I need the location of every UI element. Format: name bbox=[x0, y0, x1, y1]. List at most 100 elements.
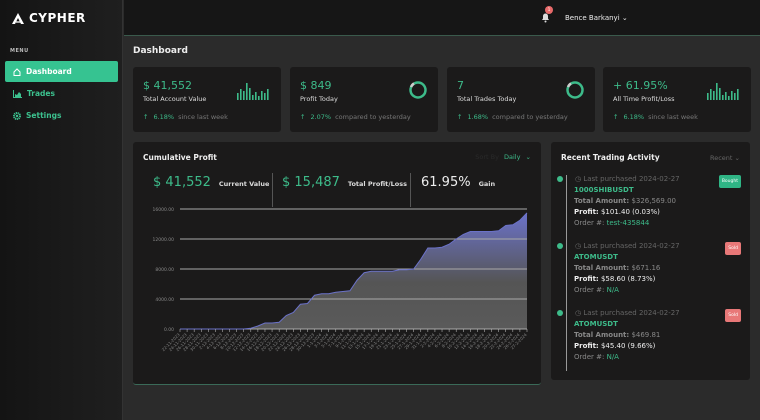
amount-value: $671.16 bbox=[631, 264, 661, 272]
activity-date: Last purchased 2024-02-27 bbox=[583, 242, 680, 250]
order-value: N/A bbox=[606, 353, 619, 361]
current-label: Current Value bbox=[218, 180, 270, 188]
timeline-dot bbox=[557, 310, 563, 316]
arrow-up-icon: ↑ bbox=[457, 113, 463, 121]
sidebar-item-trades[interactable]: Trades bbox=[5, 83, 118, 104]
bought-badge: Bought bbox=[718, 175, 741, 188]
activity-item[interactable]: ◷ Last purchased 2024-02-27 Sold ATOMUSD… bbox=[557, 308, 741, 363]
sold-badge: Sold bbox=[725, 309, 741, 322]
y-tick-label: 12000.00 bbox=[153, 237, 175, 243]
spark-bar bbox=[249, 88, 251, 100]
timeline-dot bbox=[557, 243, 563, 249]
topbar bbox=[124, 0, 760, 36]
amount-value: $469.81 bbox=[631, 331, 661, 339]
cumulative-profit-card: Cumulative Profit Sort By Daily ⌄ $ 41,5… bbox=[133, 142, 541, 385]
divider bbox=[272, 173, 273, 207]
spark-bar bbox=[716, 83, 718, 100]
filter-value: Recent bbox=[710, 154, 733, 162]
spark-bar bbox=[728, 96, 730, 100]
change-suffix: since last week bbox=[648, 113, 698, 121]
sort-label: Sort By bbox=[475, 153, 499, 161]
spark-bar bbox=[258, 96, 260, 100]
user-menu[interactable]: Bence Barkanyi ⌄ bbox=[565, 14, 628, 22]
stat-card: 7 Total Trades Today ↑ 1.68% compared to y… bbox=[447, 67, 595, 132]
activity-symbol: ATOMUSDT bbox=[574, 320, 618, 328]
brand-name: CYPHER bbox=[29, 11, 86, 25]
sidebar-item-dashboard[interactable]: Dashboard bbox=[5, 61, 118, 82]
cumulative-profit-chart: 0.004000.008000.0012000.0016000.0022-11-… bbox=[153, 207, 529, 352]
stat-change: ↑ 6.18% since last week bbox=[143, 113, 228, 121]
spark-bar bbox=[243, 91, 245, 100]
menu-label: MENU bbox=[10, 48, 29, 54]
order-label: Order #: bbox=[574, 286, 605, 294]
recent-activity-card: Recent Trading Activity Recent ⌄ ◷ Last … bbox=[551, 142, 750, 380]
amount-label: Total Amount: bbox=[574, 264, 630, 272]
user-name: Bence Barkanyi bbox=[565, 14, 620, 22]
order-label: Order #: bbox=[574, 219, 605, 227]
card-title: Cumulative Profit bbox=[143, 153, 217, 162]
notification-badge: 1 bbox=[545, 6, 553, 14]
pl-label: Total Profit/Loss bbox=[347, 180, 407, 188]
ring-icon bbox=[566, 81, 584, 99]
amount-label: Total Amount: bbox=[574, 331, 630, 339]
gain-label: Gain bbox=[478, 180, 496, 188]
logo[interactable]: CYPHER bbox=[12, 11, 86, 25]
spark-bar bbox=[267, 89, 269, 100]
spark-bar bbox=[725, 92, 727, 100]
activity-symbol: ATOMUSDT bbox=[574, 253, 618, 261]
profit-label: Profit: bbox=[574, 275, 599, 283]
chevron-down-icon: ⌄ bbox=[734, 154, 740, 162]
order-value: test-435844 bbox=[606, 219, 650, 227]
change-suffix: since last week bbox=[178, 113, 228, 121]
change-percent: 6.18% bbox=[153, 113, 175, 121]
activity-filter-dropdown[interactable]: Recent ⌄ bbox=[710, 154, 740, 162]
sidebar-item-label: Dashboard bbox=[26, 67, 72, 76]
spark-bar bbox=[240, 89, 242, 100]
sold-badge: Sold bbox=[725, 242, 741, 255]
bar-sparkline-icon bbox=[707, 83, 739, 100]
spark-bar bbox=[734, 93, 736, 100]
stat-value: $ 849 bbox=[300, 79, 332, 92]
stat-card: + 61.95% All Time Profit/Loss ↑ 6.18% sinc… bbox=[603, 67, 751, 132]
stat-change: ↑ 1.68% compared to yesterday bbox=[457, 113, 568, 121]
spark-bar bbox=[237, 93, 239, 100]
clock-icon: ◷ bbox=[575, 175, 582, 183]
y-tick-label: 4000.00 bbox=[155, 297, 174, 303]
spark-bar bbox=[264, 93, 266, 100]
chart-icon bbox=[13, 89, 22, 98]
sidebar-item-label: Trades bbox=[27, 89, 55, 98]
y-tick-label: 0.00 bbox=[164, 327, 174, 333]
sort-dropdown[interactable]: Sort By Daily ⌄ bbox=[475, 153, 531, 161]
sidebar: CYPHER MENU Dashboard Trades Settings bbox=[0, 0, 123, 420]
spark-bar bbox=[255, 92, 257, 100]
change-percent: 2.07% bbox=[310, 113, 332, 121]
clock-icon: ◷ bbox=[575, 309, 582, 317]
sidebar-item-settings[interactable]: Settings bbox=[5, 105, 118, 126]
stat-value: + 61.95% bbox=[613, 79, 668, 92]
stat-change: ↑ 6.18% since last week bbox=[613, 113, 698, 121]
profit-line bbox=[180, 212, 528, 330]
chevron-down-icon: ⌄ bbox=[621, 14, 628, 22]
bell-icon[interactable] bbox=[541, 12, 550, 23]
stat-value: 7 bbox=[457, 79, 464, 92]
card-title: Recent Trading Activity bbox=[561, 153, 660, 162]
change-percent: 6.18% bbox=[623, 113, 645, 121]
spark-bar bbox=[246, 83, 248, 100]
area-fill bbox=[180, 212, 527, 329]
spark-bar bbox=[713, 91, 715, 100]
spark-bar bbox=[707, 93, 709, 100]
gear-icon bbox=[13, 111, 21, 120]
activity-item[interactable]: ◷ Last purchased 2024-02-27 Bought 1000S… bbox=[557, 174, 741, 229]
y-tick-label: 16000.00 bbox=[153, 207, 175, 213]
amount-value: $326,569.00 bbox=[631, 197, 676, 205]
stat-label: All Time Profit/Loss bbox=[613, 95, 675, 103]
spark-bar bbox=[261, 91, 263, 100]
arrow-up-icon: ↑ bbox=[613, 113, 619, 121]
activity-item[interactable]: ◷ Last purchased 2024-02-27 Sold ATOMUSD… bbox=[557, 241, 741, 296]
spark-bar bbox=[737, 89, 739, 100]
stat-label: Total Trades Today bbox=[457, 95, 517, 103]
spark-bar bbox=[719, 88, 721, 100]
activity-date: Last purchased 2024-02-27 bbox=[583, 175, 680, 183]
change-suffix: compared to yesterday bbox=[335, 113, 411, 121]
change-percent: 1.68% bbox=[467, 113, 489, 121]
